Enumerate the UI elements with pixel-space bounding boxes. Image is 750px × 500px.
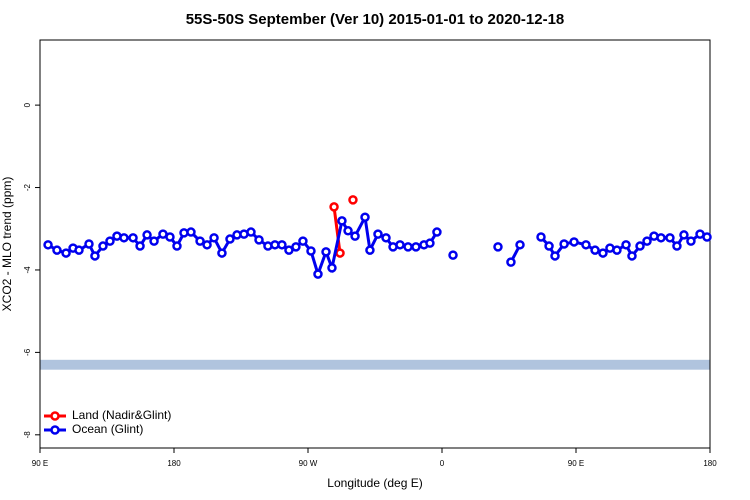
y-tick-label: -8 — [23, 431, 32, 439]
y-tick-label: -6 — [23, 348, 32, 356]
y-tick-label: -2 — [23, 183, 32, 191]
x-axis-label: Longitude (deg E) — [327, 476, 422, 490]
data-point — [195, 236, 205, 246]
data-point — [225, 234, 235, 244]
data-point — [395, 240, 405, 250]
data-point — [149, 236, 159, 246]
data-point — [186, 227, 196, 237]
data-point — [306, 246, 316, 256]
data-point — [298, 236, 308, 246]
y-tick-label: 0 — [23, 102, 32, 107]
data-point — [61, 248, 71, 258]
data-point — [515, 240, 525, 250]
data-point — [425, 238, 435, 248]
data-point — [581, 240, 591, 250]
x-tick-label: 90 W — [299, 459, 318, 468]
x-tick-label: 90 E — [568, 459, 584, 468]
data-point — [217, 248, 227, 258]
plot-frame — [39, 39, 711, 449]
data-point — [365, 245, 375, 255]
data-point — [621, 240, 631, 250]
x-tick-label: 90 E — [32, 459, 48, 468]
data-point — [411, 242, 421, 252]
data-point — [536, 232, 546, 242]
data-point — [360, 212, 370, 222]
data-point — [373, 229, 383, 239]
data-point — [343, 226, 353, 236]
data-point — [74, 245, 84, 255]
y-tick-label: -4 — [23, 266, 32, 274]
legend-label: Ocean (Glint) — [72, 422, 143, 436]
data-point — [313, 269, 323, 279]
data-point — [612, 245, 622, 255]
data-point — [506, 257, 516, 267]
y-axis-label: XCO2 - MLO trend (ppm) — [0, 177, 14, 312]
data-point — [105, 236, 115, 246]
x-tick-label: 180 — [167, 459, 181, 468]
legend-marker — [50, 411, 60, 421]
data-point — [679, 230, 689, 240]
data-point — [135, 241, 145, 251]
data-point — [448, 250, 458, 260]
data-point — [128, 233, 138, 243]
data-point — [656, 233, 666, 243]
data-point — [246, 227, 256, 237]
data-point — [635, 241, 645, 251]
data-point — [327, 263, 337, 273]
data-point — [284, 245, 294, 255]
data-point — [559, 239, 569, 249]
data-point — [590, 245, 600, 255]
data-point — [202, 240, 212, 250]
data-point — [165, 232, 175, 242]
x-tick-label: 180 — [703, 459, 717, 468]
data-point — [672, 241, 682, 251]
legend-label: Land (Nadir&Glint) — [72, 408, 171, 422]
data-point — [172, 241, 182, 251]
data-point — [642, 236, 652, 246]
data-point — [381, 233, 391, 243]
chart-title: 55S-50S September (Ver 10) 2015-01-01 to… — [186, 11, 565, 28]
data-point — [544, 241, 554, 251]
data-point — [335, 248, 345, 258]
data-point — [337, 216, 347, 226]
data-point — [627, 251, 637, 261]
data-point — [52, 245, 62, 255]
data-point — [432, 227, 442, 237]
data-point — [329, 202, 339, 212]
data-point — [142, 230, 152, 240]
data-point — [277, 240, 287, 250]
data-point — [90, 251, 100, 261]
data-point — [348, 195, 358, 205]
data-point — [291, 242, 301, 252]
band — [40, 359, 710, 370]
data-point — [403, 242, 413, 252]
data-point — [209, 233, 219, 243]
x-tick-label: 0 — [440, 459, 445, 468]
data-point — [350, 231, 360, 241]
data-point — [702, 232, 712, 242]
data-point — [43, 240, 53, 250]
data-point — [598, 248, 608, 258]
data-point — [84, 239, 94, 249]
data-point — [119, 233, 129, 243]
data-point — [550, 251, 560, 261]
data-point — [569, 237, 579, 247]
data-point — [254, 235, 264, 245]
data-point — [321, 247, 331, 257]
data-point — [98, 241, 108, 251]
data-point — [493, 242, 503, 252]
data-point — [665, 233, 675, 243]
legend-marker — [50, 425, 60, 435]
data-point — [686, 236, 696, 246]
